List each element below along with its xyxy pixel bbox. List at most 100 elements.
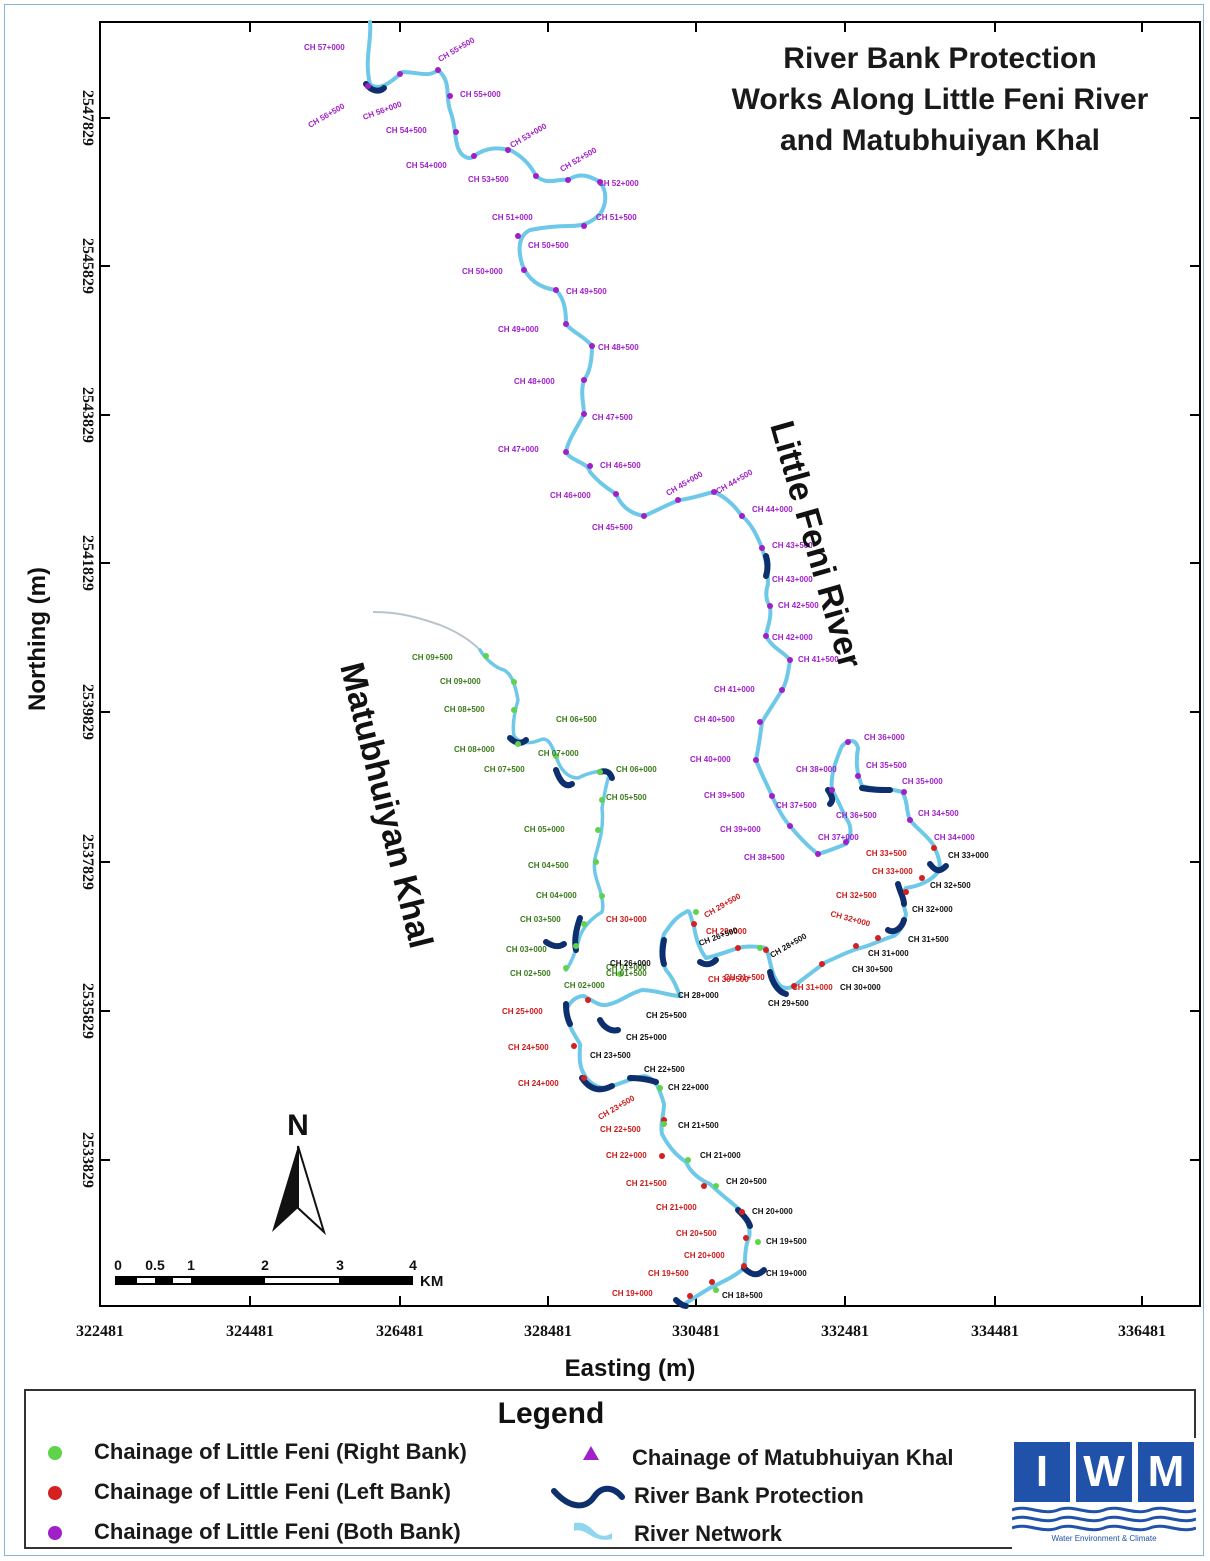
north-arrow: N: [272, 1109, 327, 1236]
title-line-2: Works Along Little Feni River: [731, 83, 1149, 116]
chainage-marker: [471, 153, 477, 159]
chainage-marker: [613, 491, 619, 497]
chainage-marker: [599, 893, 605, 899]
chainage-label: CH 41+500: [798, 655, 839, 664]
protection-curve-icon: [551, 1485, 625, 1509]
chainage-marker: [767, 603, 773, 609]
chainage-label: CH 29+500: [768, 999, 809, 1008]
chainage-marker: [659, 1153, 665, 1159]
chainage-marker: [739, 1209, 745, 1215]
chainage-marker: [599, 797, 605, 803]
chainage-marker: [597, 179, 603, 185]
chainage-marker: [657, 1085, 663, 1091]
chainage-label: CH 07+000: [538, 749, 579, 758]
x-tick-label: 328481: [524, 1323, 572, 1340]
chainage-label: CH 47+000: [498, 445, 539, 454]
chainage-marker: [563, 965, 569, 971]
chainage-label: CH 20+500: [726, 1177, 767, 1186]
chainage-marker: [453, 129, 459, 135]
scale-tick-label: 2: [261, 1257, 269, 1273]
chainage-label: CH 48+500: [598, 343, 639, 352]
chainage-marker: [675, 497, 681, 503]
x-tick-label: 330481: [672, 1323, 720, 1340]
chainage-marker: [791, 983, 797, 989]
chainage-marker: [595, 827, 601, 833]
chainage-marker: [515, 233, 521, 239]
logo-letter-w: W: [1076, 1442, 1132, 1502]
green-dot-icon: [48, 1446, 62, 1460]
chainage-marker: [757, 945, 763, 951]
chainage-marker: [581, 223, 587, 229]
chainage-label: CH 19+500: [648, 1269, 689, 1278]
iwm-logo: I W M Water Environment & Climate: [1012, 1438, 1196, 1552]
chainage-label: CH 22+500: [644, 1065, 685, 1074]
chainage-label: CH 30+000: [606, 915, 647, 924]
chainage-label: CH 09+500: [412, 653, 453, 662]
chainage-marker: [687, 1293, 693, 1299]
chainage-marker: [693, 909, 699, 915]
chainage-marker: [581, 411, 587, 417]
chainage-marker: [855, 773, 861, 779]
chainage-marker: [701, 1183, 707, 1189]
chainage-label: CH 43+000: [772, 575, 813, 584]
chainage-marker: [709, 1279, 715, 1285]
chainage-label: CH 21+500: [678, 1121, 719, 1130]
chainage-marker: [589, 343, 595, 349]
chainage-label: CH 19+000: [612, 1289, 653, 1298]
y-tick-label: 2535829: [79, 983, 96, 1039]
chainage-label: CH 25+500: [646, 1011, 687, 1020]
legend-item-river-network: River Network: [634, 1521, 782, 1546]
chainage-label: CH 29+000: [706, 927, 747, 936]
chainage-marker: [553, 287, 559, 293]
chainage-label: CH 43+500: [772, 541, 813, 550]
y-tick-label: 2541829: [79, 535, 96, 591]
logo-waves-icon: [1012, 1506, 1196, 1532]
chainage-marker: [553, 753, 559, 759]
chainage-marker: [597, 769, 603, 775]
y-axis-label: Northing (m): [24, 567, 51, 711]
chainage-marker: [563, 449, 569, 455]
chainage-label: CH 24+000: [518, 1079, 559, 1088]
chainage-marker: [565, 177, 571, 183]
chainage-marker: [397, 71, 403, 77]
chainage-marker: [743, 1235, 749, 1241]
chainage-label: CH 26+000: [610, 959, 651, 968]
chainage-label: CH 38+000: [796, 765, 837, 774]
chainage-label: CH 06+000: [616, 765, 657, 774]
chainage-label: CH 08+500: [444, 705, 485, 714]
chainage-label: CH 34+500: [918, 809, 959, 818]
scale-tick-label: 3: [336, 1257, 344, 1273]
chainage-label: CH 22+000: [606, 1151, 647, 1160]
north-arrow-icon: [272, 1146, 298, 1232]
chainage-label: CH 18+500: [722, 1291, 763, 1300]
chainage-label: CH 32+000: [912, 905, 953, 914]
chainage-marker: [711, 489, 717, 495]
legend: Legend Chainage of Little Feni (Right Ba…: [24, 1389, 1196, 1549]
chainage-marker: [571, 1043, 577, 1049]
chainage-marker: [661, 1121, 667, 1127]
chainage-marker: [593, 859, 599, 865]
chainage-label: CH 20+500: [676, 1229, 717, 1238]
chainage-marker: [763, 633, 769, 639]
chainage-marker: [515, 741, 521, 747]
chainage-label: CH 05+000: [524, 825, 565, 834]
chainage-marker: [435, 67, 441, 73]
chainage-marker: [447, 93, 453, 99]
chainage-marker: [903, 889, 909, 895]
chainage-label: CH 39+000: [720, 825, 761, 834]
chainage-label: CH 33+000: [872, 867, 913, 876]
chainage-label: CH 33+500: [866, 849, 907, 858]
chainage-label: CH 51+000: [492, 213, 533, 222]
x-tick-label: 324481: [226, 1323, 274, 1340]
chainage-label: CH 41+000: [714, 685, 755, 694]
chainage-label: CH 21+000: [656, 1203, 697, 1212]
chainage-marker: [787, 657, 793, 663]
chainage-label: CH 20+000: [752, 1207, 793, 1216]
chainage-marker: [755, 1239, 761, 1245]
legend-item-right-bank: Chainage of Little Feni (Right Bank): [94, 1439, 467, 1464]
chainage-label: CH 51+500: [596, 213, 637, 222]
x-tick-label: 322481: [76, 1323, 124, 1340]
chainage-label: CH 42+000: [772, 633, 813, 642]
chainage-label: CH 38+500: [744, 853, 785, 862]
